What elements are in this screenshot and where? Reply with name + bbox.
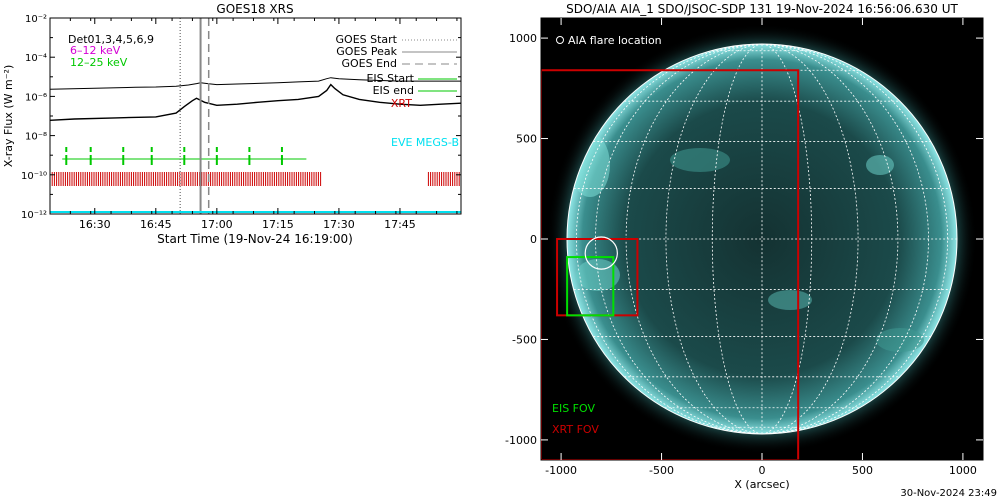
left-x-tick-label: 17:30: [323, 218, 355, 231]
flare-location-circle: [584, 236, 618, 270]
longitude-grid-line: [761, 44, 813, 434]
left-x-tick-label: 16:30: [79, 218, 111, 231]
right-x-tick-label: 500: [852, 464, 873, 477]
legend-band-12-25: 12–25 keV: [70, 56, 128, 69]
right-x-tick-label: 1000: [949, 464, 977, 477]
legend-eve-megs-b: EVE MEGS-B: [391, 136, 459, 149]
eis-fov-box: [566, 256, 615, 317]
right-chart-title: SDO/AIA AIA_1 SDO/JSOC-SDP 131 19-Nov-20…: [566, 2, 958, 16]
legend-eis-start: EIS Start: [366, 72, 414, 85]
sun-disk: [567, 44, 957, 434]
legend-goes-peak: GOES Peak: [336, 45, 397, 58]
left-x-tick-label: 17:00: [201, 218, 233, 231]
left-y-tick-label: 10⁻⁸: [25, 132, 47, 143]
goes-short-channel-line: [50, 83, 461, 121]
right-x-axis-label: X (arcsec): [734, 478, 789, 491]
right-y-tick-label: -1000: [505, 434, 537, 447]
left-y-tick-label: 10⁻⁴: [25, 53, 47, 64]
eis-fov-label: EIS FOV: [552, 402, 595, 415]
left-y-tick-label: 10⁻⁶: [25, 92, 47, 103]
active-region: [876, 328, 924, 352]
xrt-fov-large-box: [541, 69, 800, 460]
xrt-fov-label: XRT FOV: [552, 423, 599, 436]
right-y-tick-label: 0: [530, 233, 537, 246]
legend-goes-start: GOES Start: [336, 33, 398, 46]
right-y-tick-label: -500: [512, 333, 537, 346]
left-x-tick-label: 17:45: [384, 218, 416, 231]
left-y-tick-label: 10⁻¹⁰: [21, 171, 47, 182]
right-y-tick-label: 500: [516, 133, 537, 146]
right-x-tick-label: 0: [759, 464, 766, 477]
longitude-grid-line: [761, 44, 929, 434]
left-y-tick-label: 10⁻²: [25, 14, 47, 25]
longitude-grid-line: [665, 44, 763, 434]
legend-detectors: Det01,3,4,5,6,9: [68, 33, 154, 46]
longitude-grid-line: [711, 44, 763, 434]
longitude-grid-line: [595, 44, 763, 434]
active-region: [866, 155, 894, 175]
right-y-tick-label: 1000: [509, 32, 537, 45]
active-region: [768, 290, 812, 310]
active-region: [670, 148, 730, 172]
left-x-axis-label: Start Time (19-Nov-24 16:19:00): [157, 232, 353, 246]
legend-goes-end: GOES End: [341, 57, 397, 70]
longitude-grid-line: [761, 44, 948, 434]
left-chart-title: GOES18 XRS: [216, 2, 293, 16]
footer-timestamp: 30-Nov-2024 23:49: [900, 488, 997, 499]
legend-band-6-12: 6–12 keV: [70, 44, 121, 57]
flare-location-legend-label: AIA flare location: [568, 34, 662, 47]
right-x-tick-label: -500: [649, 464, 674, 477]
flare-location-legend-marker: [556, 36, 564, 44]
longitude-grid-line: [761, 44, 899, 434]
aia-image-panel: SDO/AIA AIA_1 SDO/JSOC-SDP 131 19-Nov-20…: [505, 2, 984, 491]
left-y-axis-label: X-ray Flux (W m⁻²): [2, 65, 15, 167]
goes-xrs-panel: GOES18 XRS 10⁻¹² 10⁻¹⁰ 10⁻⁸ 10⁻⁶ 10⁻⁴ 10⁻² 16…: [2, 2, 462, 246]
left-x-tick-label: 16:45: [140, 218, 172, 231]
left-y-tick-label: 10⁻¹²: [21, 210, 47, 221]
longitude-grid-line: [761, 44, 859, 434]
left-x-tick-label: 17:15: [262, 218, 294, 231]
longitude-grid-line: [576, 44, 763, 434]
right-x-tick-label: -1000: [545, 464, 577, 477]
legend-xrt: XRT: [391, 97, 412, 110]
legend-eis-end: EIS end: [373, 84, 414, 97]
goes-long-channel-line: [50, 77, 461, 90]
